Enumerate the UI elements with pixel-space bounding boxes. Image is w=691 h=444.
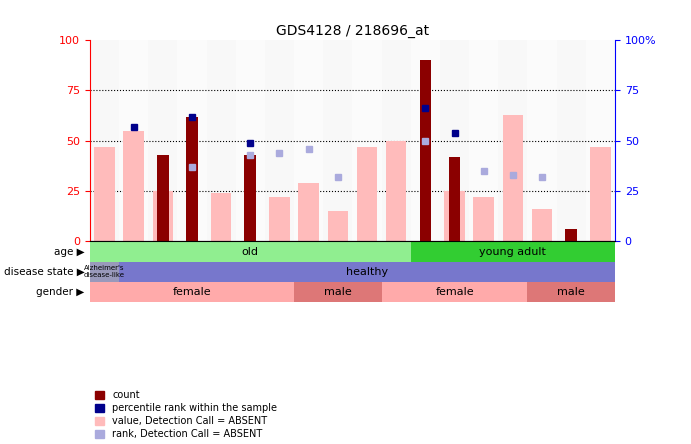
Legend: count, percentile rank within the sample, value, Detection Call = ABSENT, rank, : count, percentile rank within the sample…	[95, 390, 277, 439]
Bar	[90, 242, 410, 262]
Bar	[178, 40, 207, 242]
Bar	[153, 191, 173, 242]
Bar	[565, 230, 577, 242]
Bar	[148, 40, 178, 242]
Bar	[294, 40, 323, 242]
Bar	[498, 40, 527, 242]
Bar	[410, 40, 440, 242]
Text: age ▶: age ▶	[54, 246, 84, 257]
Bar	[557, 40, 586, 242]
Bar	[269, 197, 290, 242]
Bar	[207, 40, 236, 242]
Text: gender ▶: gender ▶	[37, 287, 84, 297]
Bar	[236, 40, 265, 242]
Bar	[381, 40, 410, 242]
Bar	[444, 191, 465, 242]
Bar	[157, 155, 169, 242]
Text: Alzheimer's
disease-like: Alzheimer's disease-like	[84, 265, 125, 278]
Text: healthy: healthy	[346, 267, 388, 277]
Bar	[473, 197, 494, 242]
Bar	[440, 40, 469, 242]
Bar	[357, 147, 377, 242]
Bar	[590, 147, 611, 242]
Bar	[119, 40, 148, 242]
Bar	[410, 242, 615, 262]
Text: old: old	[242, 246, 259, 257]
Title: GDS4128 / 218696_at: GDS4128 / 218696_at	[276, 24, 429, 38]
Bar	[124, 131, 144, 242]
Bar	[381, 282, 527, 302]
Text: female: female	[435, 287, 474, 297]
Bar	[469, 40, 498, 242]
Text: young adult: young adult	[480, 246, 547, 257]
Bar	[94, 147, 115, 242]
Bar	[419, 60, 431, 242]
Bar	[186, 116, 198, 242]
Text: male: male	[558, 287, 585, 297]
Bar	[294, 282, 381, 302]
Bar	[323, 40, 352, 242]
Bar	[527, 40, 557, 242]
Bar	[532, 209, 552, 242]
Text: male: male	[324, 287, 352, 297]
Bar	[386, 141, 406, 242]
Bar	[90, 262, 119, 282]
Bar	[299, 183, 319, 242]
Bar	[586, 40, 615, 242]
Bar	[265, 40, 294, 242]
Text: disease state ▶: disease state ▶	[4, 267, 84, 277]
Bar	[328, 211, 348, 242]
Bar	[245, 155, 256, 242]
Bar	[90, 40, 119, 242]
Bar	[211, 193, 231, 242]
Bar	[502, 115, 523, 242]
Text: female: female	[173, 287, 211, 297]
Bar	[352, 40, 381, 242]
Bar	[90, 282, 294, 302]
Bar	[527, 282, 615, 302]
Bar	[448, 157, 460, 242]
